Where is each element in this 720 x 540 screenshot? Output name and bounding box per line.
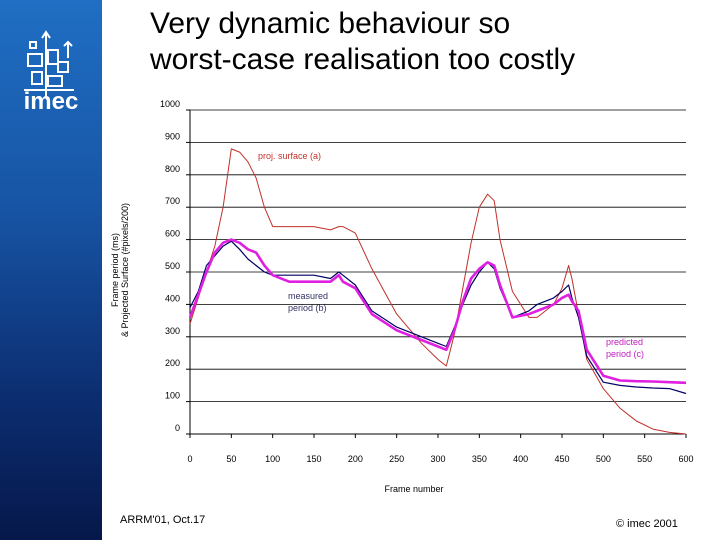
x-ticks: 0 50 100 150 200 250 300 350 400 450 500 550 600 (187, 434, 694, 464)
y-tick-label: 1000 (160, 99, 180, 109)
grid-lines (190, 109, 686, 403)
x-tick-label: 200 (348, 454, 363, 464)
annotation-predicted-1: predicted (606, 337, 643, 347)
x-tick-label: 0 (187, 454, 192, 464)
title-line-1: Very dynamic behaviour so (150, 7, 511, 40)
footer-conference: ARRM'01, Oct.17 (120, 514, 206, 526)
annotation-predicted-2: period (c) (606, 349, 644, 359)
y-axis-label-1: Frame period (ms) (110, 233, 120, 307)
x-tick-label: 450 (554, 454, 569, 464)
y-axis-label-2: & Projected Surface (#pixels/200) (120, 203, 130, 337)
series-lines (188, 148, 687, 435)
x-tick-label: 100 (265, 454, 280, 464)
y-tick-label: 100 (165, 391, 180, 401)
y-tick-label: 700 (165, 196, 180, 206)
y-tick-label: 600 (165, 229, 180, 239)
y-tick-label: 300 (165, 326, 180, 336)
series-line-surface (189, 148, 687, 435)
footer-copyright: © imec 2001 (616, 518, 678, 530)
y-ticks: 0 100 200 300 400 500 600 700 800 900 1000 (160, 99, 190, 435)
y-tick-label: 500 (165, 261, 180, 271)
x-tick-label: 300 (430, 454, 445, 464)
title-line-2: worst-case realisation too costly (150, 43, 576, 76)
y-tick-label: 200 (165, 358, 180, 368)
annotation-measured-2: period (b) (288, 303, 327, 313)
logo-wordmark: imec (23, 88, 79, 115)
sidebar-band: imec (0, 0, 102, 540)
x-tick-label: 150 (306, 454, 321, 464)
x-tick-label: 500 (596, 454, 611, 464)
x-tick-label: 250 (389, 454, 404, 464)
annotation-measured-1: measured (288, 291, 328, 301)
x-tick-label: 600 (678, 454, 693, 464)
x-axis-label: Frame number (384, 484, 443, 494)
y-tick-label: 900 (165, 131, 180, 141)
line-chart: 0 100 200 300 400 500 600 700 800 900 1000 0 50 100 1… (110, 99, 694, 494)
x-tick-label: 50 (226, 454, 236, 464)
x-tick-label: 550 (637, 454, 652, 464)
y-tick-label: 400 (165, 293, 180, 303)
y-tick-label: 800 (165, 164, 180, 174)
x-tick-label: 350 (472, 454, 487, 464)
annotation-surface: proj. surface (a) (258, 151, 321, 161)
series-line-predicted (188, 238, 687, 385)
imec-logo-icon (24, 30, 74, 98)
y-tick-label: 0 (175, 423, 180, 433)
x-tick-label: 400 (513, 454, 528, 464)
slide-title: Very dynamic behaviour so worst-case rea… (150, 6, 710, 78)
